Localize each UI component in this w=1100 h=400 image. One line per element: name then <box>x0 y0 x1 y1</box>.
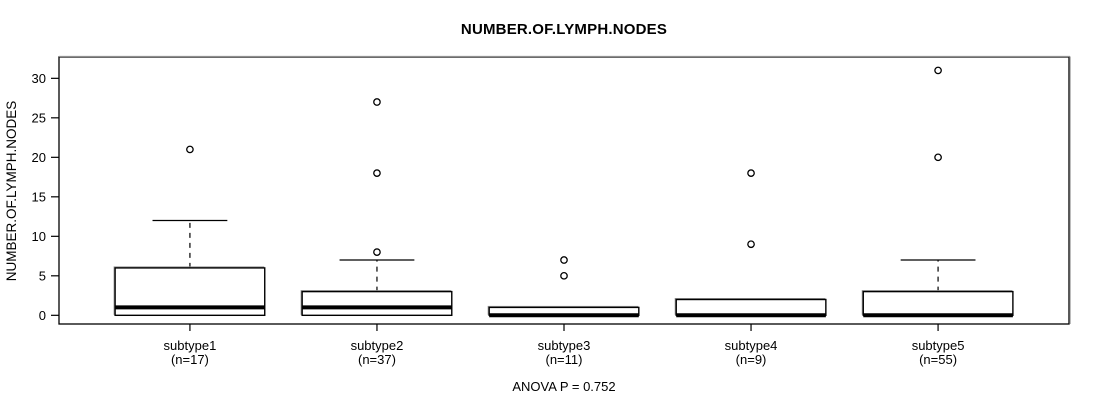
outlier-point <box>373 248 381 256</box>
outlier-point <box>373 169 381 177</box>
x-tick-label: subtype1 <box>164 338 217 353</box>
iqr-box <box>675 298 827 317</box>
iqr-box <box>862 290 1014 317</box>
outlier-point <box>560 271 568 280</box>
x-tick-sublabel: (n=37) <box>358 352 396 367</box>
iqr-box <box>301 290 453 317</box>
outlier-point <box>560 256 568 264</box>
x-tick-label: subtype5 <box>912 338 965 353</box>
y-tick-label: 20 <box>32 150 46 165</box>
y-tick-label: 25 <box>32 110 46 125</box>
chart-title: NUMBER.OF.LYMPH.NODES <box>461 21 667 38</box>
y-tick-label: 5 <box>39 268 46 283</box>
x-tick-sublabel: (n=55) <box>919 352 957 367</box>
boxplot-subtype5: subtype5(n=55) <box>861 66 1014 367</box>
y-axis-title: NUMBER.OF.LYMPH.NODES <box>4 101 19 282</box>
x-tick-sublabel: (n=9) <box>736 352 767 367</box>
outlier-point <box>747 169 755 177</box>
boxplot-subtype4: subtype4(n=9) <box>674 169 827 367</box>
plot-body: 051015202530subtype1(n=17)subtype2(n=37)… <box>32 55 1071 367</box>
y-tick-label: 15 <box>32 189 46 204</box>
x-tick-label: subtype4 <box>725 338 778 353</box>
outlier-point <box>934 153 942 162</box>
outlier-point <box>747 240 755 249</box>
outlier-point <box>373 98 381 106</box>
outlier-point <box>186 145 194 154</box>
x-tick-label: subtype2 <box>351 338 404 353</box>
boxplot-subtype3: subtype3(n=11) <box>487 256 640 367</box>
outlier-point <box>934 66 942 75</box>
y-tick-label: 10 <box>32 229 46 244</box>
x-tick-label: subtype3 <box>538 338 591 353</box>
anova-annotation: ANOVA P = 0.752 <box>512 379 615 394</box>
boxplot-subtype1: subtype1(n=17) <box>113 145 266 367</box>
x-tick-sublabel: (n=17) <box>171 352 209 367</box>
y-tick-label: 0 <box>39 308 46 323</box>
y-tick-label: 30 <box>32 71 46 86</box>
boxplot-subtype2: subtype2(n=37) <box>300 98 453 367</box>
x-tick-sublabel: (n=11) <box>546 352 583 367</box>
